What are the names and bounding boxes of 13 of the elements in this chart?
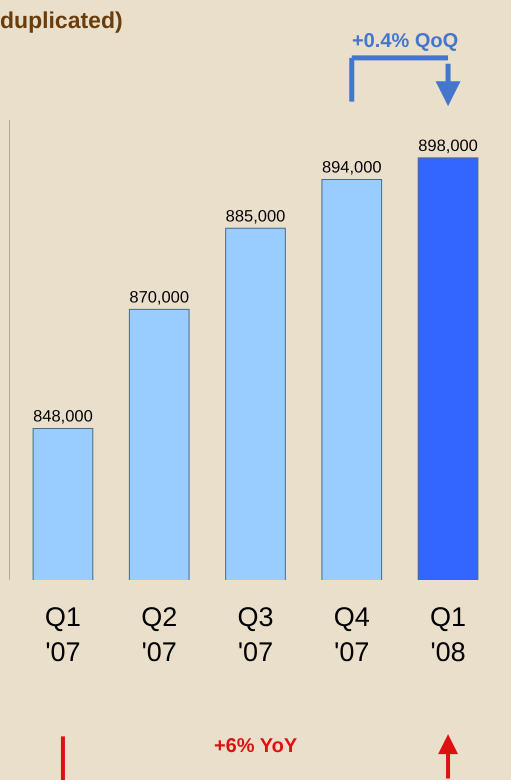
data-label: 870,000 — [129, 288, 190, 307]
text: +6% YoY — [214, 735, 298, 757]
x-tick-label: Q3 '07 — [237, 602, 274, 668]
data-label: 885,000 — [226, 207, 286, 226]
x-tick-label: Q2 '07 — [141, 602, 178, 668]
x-tick-label: Q1 '07 — [44, 602, 81, 668]
data-label: 848,000 — [33, 408, 93, 426]
x-tick-label: Q1 '08 — [430, 602, 466, 668]
x-tick-label: Q4 '07 — [334, 602, 370, 668]
data-label: 898,000 — [418, 136, 478, 155]
chart-title: duplicated) — [0, 6, 123, 33]
data-label: 894,000 — [322, 158, 382, 177]
text: +0.4% QoQ — [352, 30, 458, 52]
